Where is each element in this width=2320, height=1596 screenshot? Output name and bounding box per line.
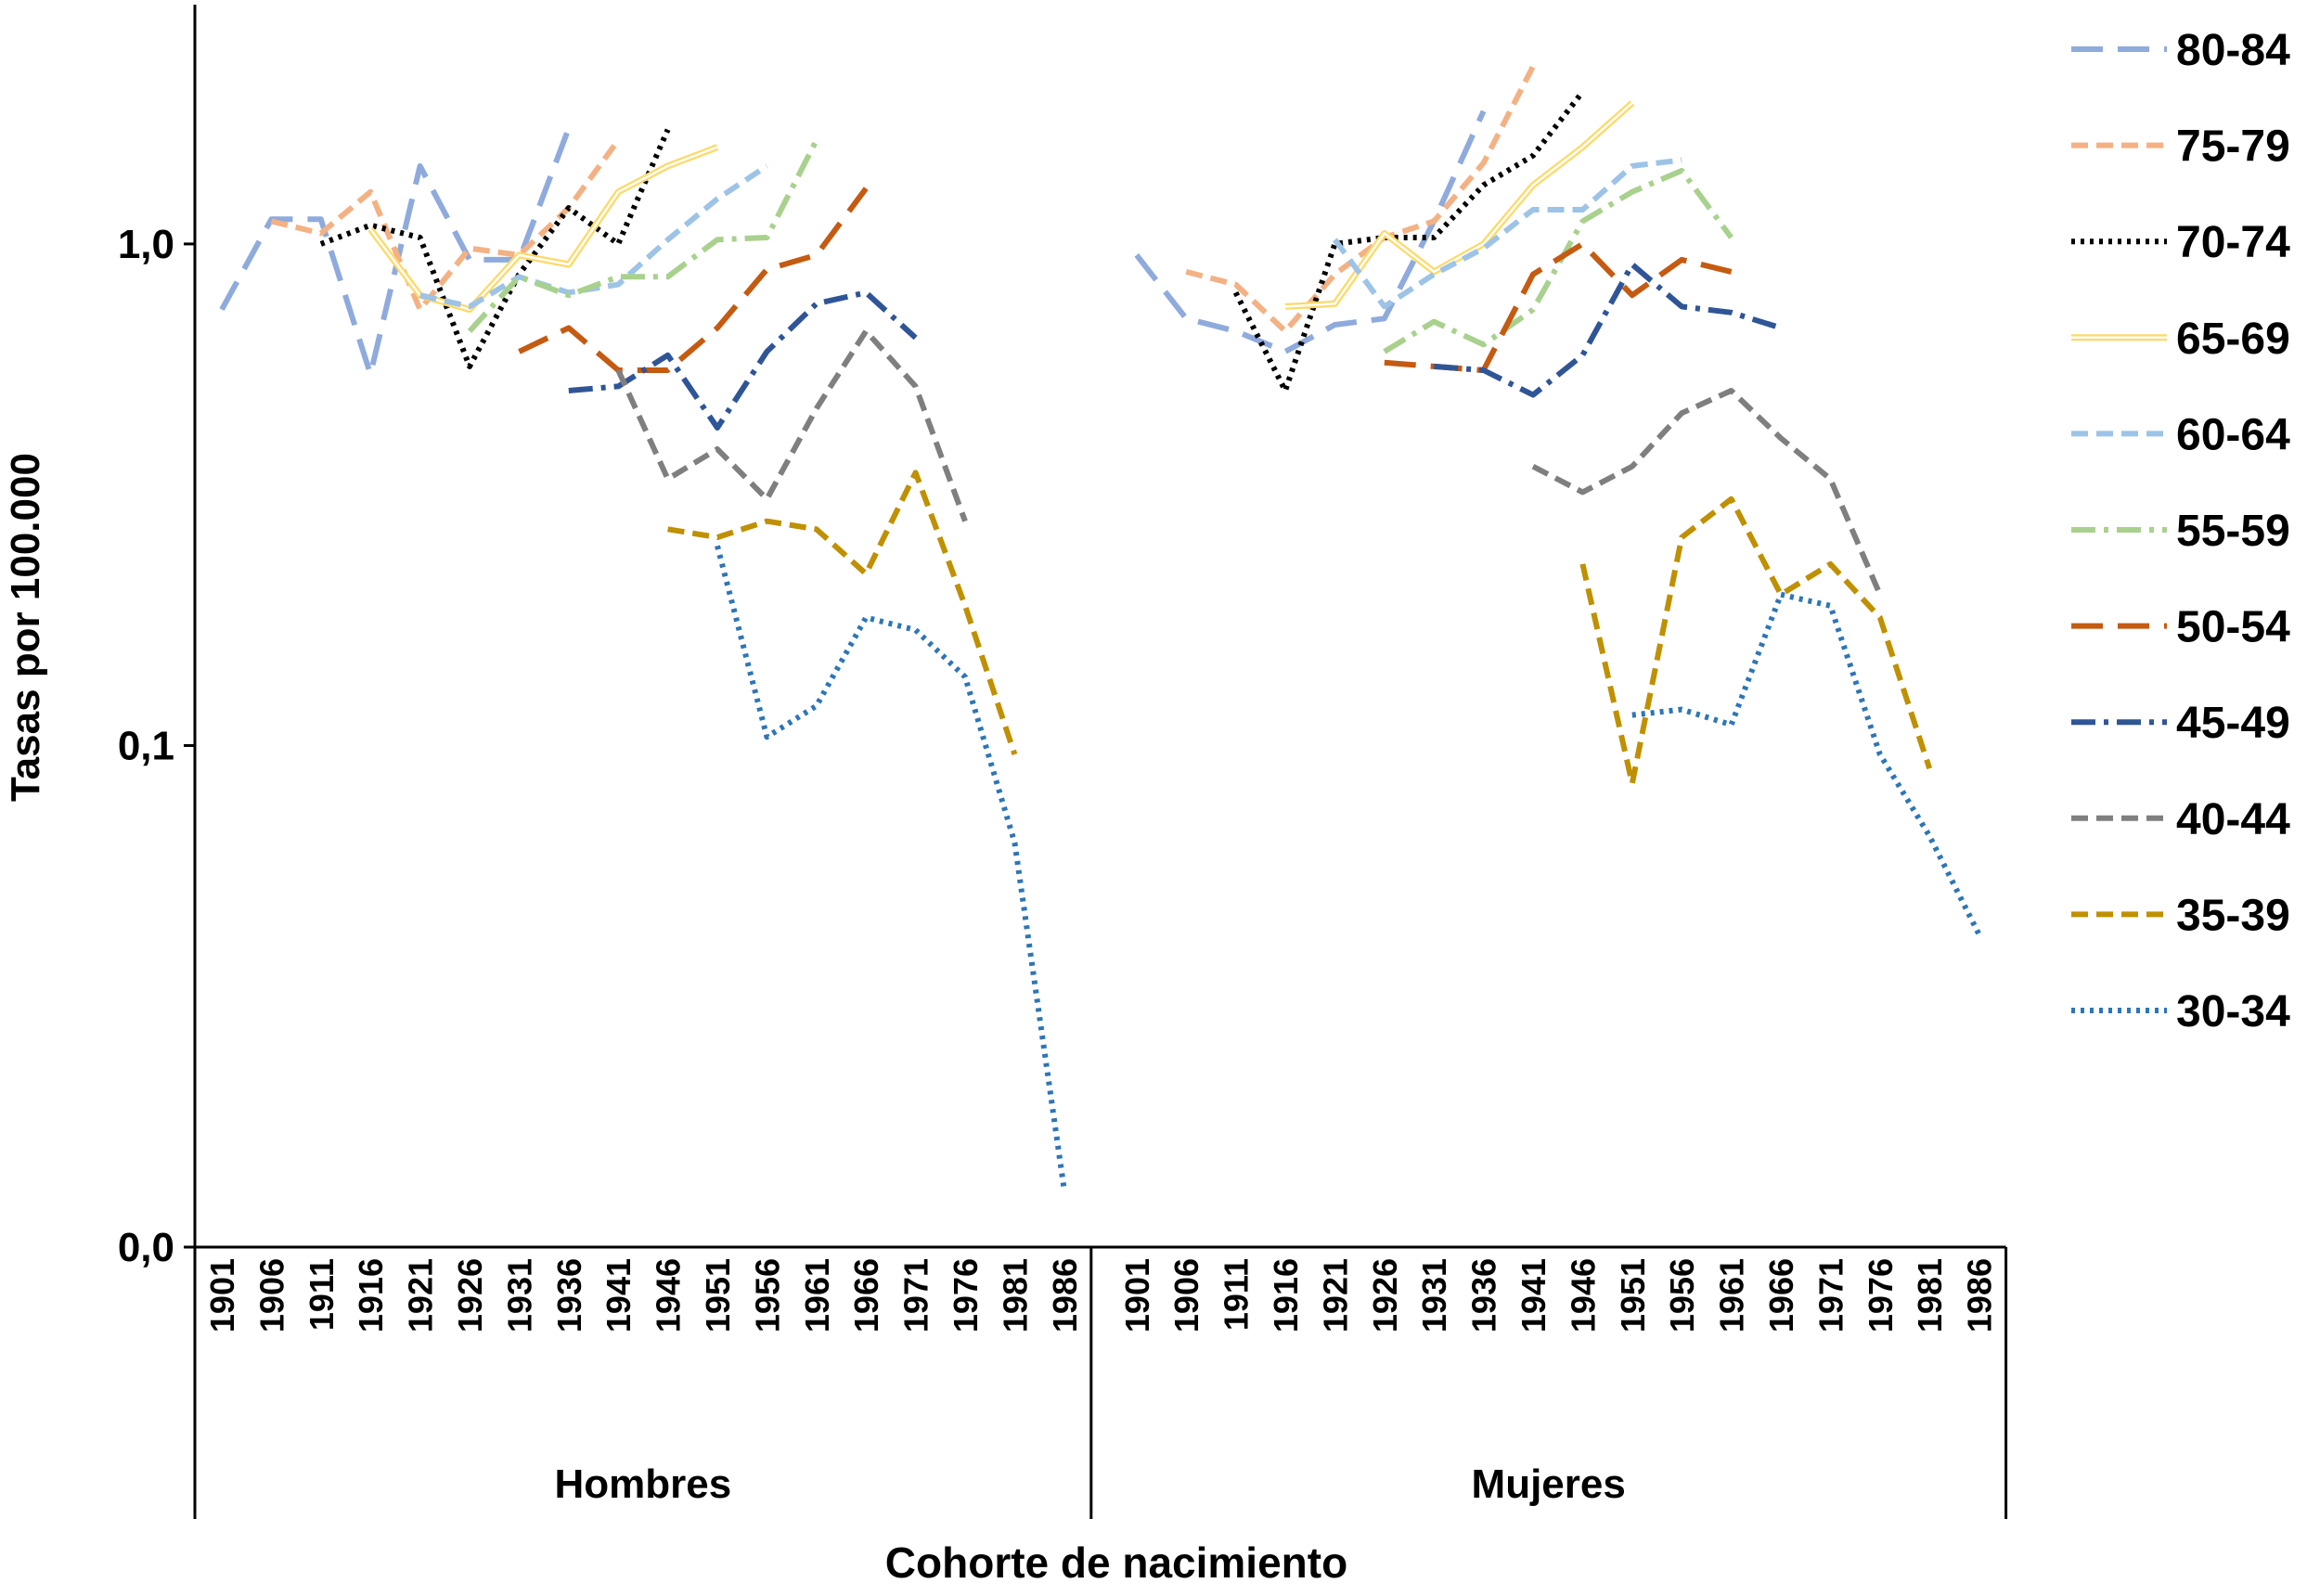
legend-label: 70-74 bbox=[2176, 218, 2290, 267]
legend-label: 45-49 bbox=[2176, 699, 2290, 748]
x-tick-label: 1986 bbox=[1961, 1258, 1999, 1332]
x-tick-label: 1931 bbox=[500, 1258, 538, 1332]
x-tick-label: 1986 bbox=[1046, 1258, 1084, 1332]
x-tick-label: 1971 bbox=[897, 1258, 935, 1332]
series-line bbox=[1185, 65, 1536, 334]
x-tick-label: 1911 bbox=[303, 1258, 341, 1331]
x-tick-label: 1956 bbox=[1663, 1258, 1701, 1332]
series-line bbox=[1232, 90, 1585, 393]
x-tick-label: 1906 bbox=[1167, 1258, 1205, 1332]
x-tick-label: 1906 bbox=[252, 1258, 290, 1332]
x-tick-label: 1916 bbox=[1267, 1258, 1305, 1332]
legend-label: 75-79 bbox=[2176, 122, 2290, 172]
series-line bbox=[667, 470, 1018, 755]
x-tick-label: 1941 bbox=[1514, 1258, 1553, 1332]
x-tick-label: 1931 bbox=[1415, 1258, 1453, 1332]
legend-label: 35-39 bbox=[2176, 891, 2290, 940]
x-tick-label: 1946 bbox=[1564, 1258, 1602, 1332]
x-tick-label: 1961 bbox=[1713, 1258, 1751, 1332]
series-line bbox=[568, 290, 918, 431]
legend-label: 80-84 bbox=[2176, 26, 2290, 75]
series-line-outer bbox=[1284, 100, 1635, 310]
x-tick-label: 1901 bbox=[203, 1258, 241, 1332]
x-tick-label: 1951 bbox=[699, 1258, 737, 1332]
y-tick-label: 1,0 bbox=[118, 222, 174, 267]
legend-label: 55-59 bbox=[2176, 507, 2290, 556]
x-tick-label: 1961 bbox=[798, 1258, 836, 1332]
x-tick-label: 1976 bbox=[947, 1258, 985, 1332]
x-tick-label: 1941 bbox=[599, 1258, 638, 1332]
x-tick-label: 1901 bbox=[1118, 1258, 1156, 1332]
x-tick-label: 1946 bbox=[650, 1258, 688, 1332]
series-line bbox=[467, 138, 819, 333]
x-tick-label: 1916 bbox=[352, 1258, 390, 1332]
series-line bbox=[1383, 167, 1734, 354]
legend-label: 30-34 bbox=[2176, 987, 2290, 1036]
legend-label: 60-64 bbox=[2176, 410, 2290, 459]
x-tick-label: 1981 bbox=[1911, 1258, 1949, 1332]
series-line bbox=[615, 328, 968, 522]
legend-label: 40-44 bbox=[2176, 795, 2290, 844]
series-line bbox=[1332, 157, 1682, 310]
series-line bbox=[1631, 591, 1982, 936]
x-tick-label: 1956 bbox=[748, 1258, 786, 1332]
series-line bbox=[1284, 102, 1633, 308]
series-line bbox=[319, 128, 671, 369]
x-tick-label: 1976 bbox=[1862, 1258, 1900, 1332]
x-tick-label: 1966 bbox=[1762, 1258, 1800, 1332]
x-tick-label: 1971 bbox=[1811, 1258, 1850, 1332]
x-tick-label: 1911 bbox=[1218, 1258, 1256, 1331]
y-axis-title: Tasas por 100.000 bbox=[3, 453, 48, 802]
legend-label: 65-69 bbox=[2176, 315, 2290, 364]
y-tick-label: 0,0 bbox=[118, 1225, 174, 1270]
series-line bbox=[518, 187, 869, 373]
x-tick-label: 1981 bbox=[996, 1258, 1034, 1332]
x-tick-label: 1926 bbox=[1366, 1258, 1404, 1332]
x-tick-label: 1926 bbox=[451, 1258, 489, 1332]
series-line bbox=[1433, 262, 1782, 398]
x-tick-label: 1951 bbox=[1614, 1258, 1652, 1332]
legend-label: 50-54 bbox=[2176, 603, 2290, 652]
group-label: Mujeres bbox=[1472, 1461, 1626, 1507]
x-tick-label: 1921 bbox=[402, 1258, 440, 1332]
x-axis-title: Cohorte de nacimiento bbox=[885, 1538, 1347, 1587]
y-tick-label: 0,1 bbox=[118, 723, 174, 768]
x-tick-label: 1921 bbox=[1316, 1258, 1354, 1332]
x-tick-label: 1936 bbox=[550, 1258, 588, 1332]
x-tick-label: 1936 bbox=[1465, 1258, 1503, 1332]
group-label: Hombres bbox=[555, 1461, 732, 1507]
series-line bbox=[715, 545, 1067, 1191]
series-line bbox=[1579, 496, 1933, 787]
series-line bbox=[1531, 388, 1883, 596]
x-tick-label: 1966 bbox=[847, 1258, 885, 1332]
